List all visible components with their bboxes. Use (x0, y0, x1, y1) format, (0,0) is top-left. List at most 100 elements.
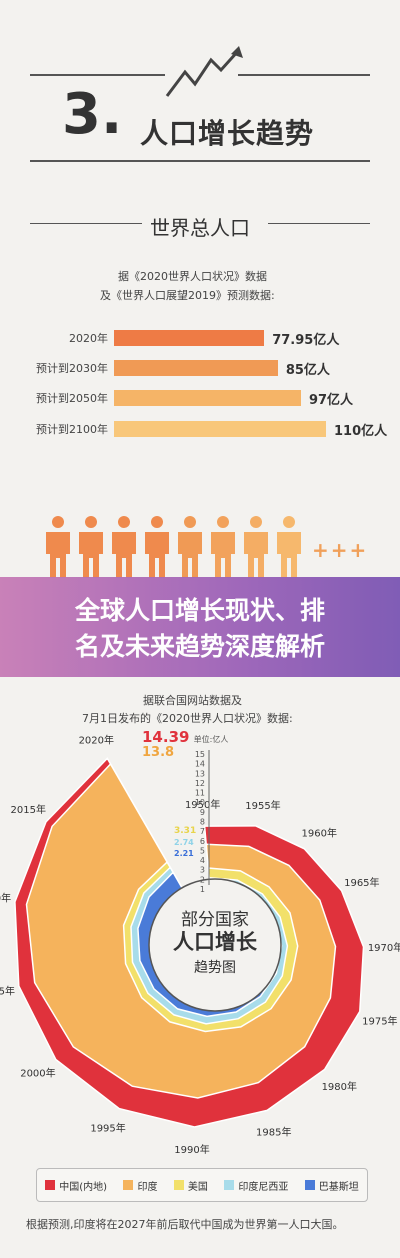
person-icon (112, 516, 136, 578)
population-bar-value: 110亿人 (334, 423, 388, 439)
plus-sign: +++ (312, 538, 369, 562)
trend-arrow-icon (165, 46, 243, 97)
radial-year-label: 1955年 (245, 799, 280, 812)
radial-2020-value: 14.39 (142, 728, 189, 746)
section-number: 3. (62, 82, 123, 147)
population-bar-label: 预计到2050年 (36, 392, 108, 405)
radial-year-label: 1975年 (362, 1015, 397, 1028)
radial-scale-tick: 13 (195, 769, 205, 778)
radial-year-label: 1965年 (344, 876, 379, 889)
footer-note: 根据预测,印度将在2027年前后取代中国成为世界第一人口大国。 (26, 1218, 344, 1231)
legend-item: 巴基斯坦 (304, 1178, 359, 1193)
legend-label: 印度尼西亚 (238, 1181, 289, 1193)
person-icon (46, 516, 70, 578)
legend-swatch (173, 1180, 184, 1190)
legend-swatch (123, 1180, 134, 1190)
person-icon (178, 516, 202, 578)
header-bottom-line (30, 160, 370, 162)
population-bar-label: 2020年 (69, 332, 108, 345)
population-bar-row: 预计到2050年 97亿人 (20, 389, 390, 408)
radial-year-label: 2000年 (20, 1066, 55, 1079)
radial-year-label: 2015年 (11, 803, 46, 816)
banner-line2: 名及未来趋势深度解析 (74, 632, 325, 661)
radial-2020-value: 13.8 (142, 745, 174, 760)
radial-2020-value: 2.74 (174, 838, 194, 847)
population-bar-row: 预计到2100年 110亿人 (20, 420, 390, 439)
person-icon (277, 516, 301, 578)
legend-item: 中国(内地) (45, 1178, 107, 1193)
legend-label: 印度 (137, 1181, 158, 1193)
banner-line1: 全球人口增长现状、排 (74, 596, 325, 625)
legend-swatch (45, 1180, 56, 1190)
radial-year-label: 1990年 (174, 1143, 209, 1155)
population-bar-row: 预计到2030年 85亿人 (20, 359, 390, 378)
radial-2020-value: 2.21 (174, 849, 194, 858)
radial-scale-tick: 14 (195, 760, 205, 769)
legend-swatch (304, 1180, 315, 1190)
legend-label: 中国(内地) (59, 1181, 108, 1193)
radial-scale-tick: 15 (195, 750, 205, 759)
radial-scale-tick: 4 (200, 856, 205, 865)
header-top-line-right (238, 74, 370, 76)
radial-scale-tick: 1 (200, 885, 205, 894)
section-title: 人口增长趋势 (140, 117, 315, 150)
legend-swatch (224, 1180, 235, 1190)
legend-label: 美国 (187, 1181, 208, 1193)
population-bar-value: 77.95亿人 (272, 332, 340, 348)
population-bar-row: 2020年 77.95亿人 (20, 329, 390, 348)
radial-year-label: 1950年 (185, 798, 220, 811)
radial-source-line1: 据联合国网站数据及 (143, 694, 242, 707)
radial-scale-tick: 9 (200, 808, 205, 817)
radial-scale-tick: 7 (200, 827, 205, 836)
population-bar-label: 预计到2030年 (36, 362, 108, 375)
world-source-line2: 及《世界人口展望2019》预测数据: (100, 289, 275, 302)
radial-scale-tick: 6 (200, 837, 205, 846)
population-bar-label: 预计到2100年 (36, 423, 108, 436)
population-bar (114, 421, 326, 437)
radial-2020-value: 3.31 (174, 826, 196, 836)
radial-scale-unit: 单位:亿人 (194, 734, 229, 744)
radial-year-label: 1980年 (322, 1080, 357, 1093)
radial-legend: 中国(内地) 印度 美国 印度尼西亚 巴基斯坦 (36, 1168, 368, 1202)
person-icon (211, 516, 235, 578)
legend-label: 巴基斯坦 (318, 1181, 359, 1193)
person-icon (79, 516, 103, 578)
radial-scale-tick: 3 (200, 866, 205, 875)
radial-source-line2: 7月1日发布的《2020世界人口状况》数据: (82, 712, 293, 725)
header-top-line (30, 74, 165, 76)
radial-year-label: 2020年 (79, 733, 114, 746)
title-banner: 全球人口增长现状、排 名及未来趋势深度解析 (0, 577, 400, 677)
radial-year-label: 2005年 (0, 984, 15, 997)
legend-item: 印度 (123, 1178, 157, 1193)
legend-item: 美国 (173, 1178, 208, 1193)
population-bar (114, 390, 301, 406)
world-subtitle: 世界总人口 (150, 216, 250, 240)
subtitle-left-line (30, 223, 142, 224)
radial-scale-tick: 2 (200, 875, 205, 884)
population-bar (114, 330, 265, 346)
radial-scale-tick: 11 (195, 789, 205, 798)
legend-item: 印度尼西亚 (224, 1178, 288, 1193)
radial-scale-tick: 12 (195, 779, 205, 788)
radial-center-label: 人口增长 (173, 930, 258, 954)
population-bar (114, 360, 278, 376)
people-icons (46, 516, 301, 578)
population-bar-value: 85亿人 (285, 362, 330, 378)
radial-center-label: 趋势图 (194, 960, 236, 976)
world-source-line1: 据《2020世界人口状况》数据 (118, 270, 267, 283)
radial-year-label: 1970年 (368, 941, 400, 954)
person-icon (244, 516, 268, 578)
radial-year-label: 1985年 (256, 1125, 291, 1138)
population-bar-value: 97亿人 (308, 392, 354, 408)
radial-year-label: 1960年 (302, 827, 337, 840)
radial-year-label: 1995年 (90, 1122, 125, 1135)
radial-year-label: 2010年 (0, 891, 11, 904)
radial-scale-tick: 10 (195, 798, 205, 807)
radial-scale-tick: 8 (200, 818, 205, 827)
radial-scale-tick: 5 (200, 846, 205, 855)
person-icon (145, 516, 169, 578)
subtitle-right-line (268, 223, 370, 224)
radial-center-label: 部分国家 (181, 910, 249, 930)
radial-center-circle (148, 878, 282, 1012)
